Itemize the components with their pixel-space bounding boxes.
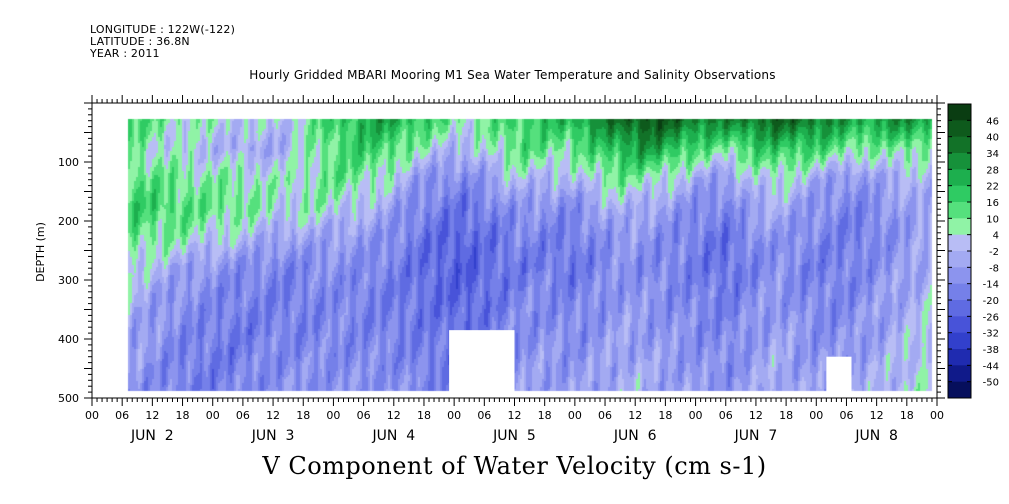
x-hour-label: 18 — [417, 409, 431, 422]
colorbar-label: 40 — [986, 133, 999, 144]
y-tick-label: 200 — [58, 215, 79, 228]
x-hour-label: 12 — [508, 409, 522, 422]
colorbar-bin — [948, 202, 971, 219]
chart-title: Hourly Gridded MBARI Mooring M1 Sea Wate… — [249, 68, 776, 82]
x-day-label: JUN 3 — [251, 428, 295, 444]
x-hour-label: 12 — [387, 409, 401, 422]
colorbar-label: -50 — [983, 378, 999, 389]
colorbar-bin — [948, 251, 971, 268]
colorbar-bin — [948, 267, 971, 285]
x-hour-label: 00 — [447, 409, 461, 422]
x-hour-label: 06 — [598, 409, 612, 422]
x-hour-label: 18 — [538, 409, 552, 422]
x-hour-label: 00 — [689, 409, 703, 422]
colorbar-label: -32 — [983, 329, 999, 340]
colorbar-label: -44 — [983, 361, 999, 372]
x-hour-label: 06 — [719, 409, 733, 422]
colorbar-label: -8 — [989, 263, 999, 274]
y-tick-label: 500 — [58, 392, 79, 405]
x-hour-label: 06 — [236, 409, 250, 422]
x-hour-label: 00 — [326, 409, 340, 422]
x-day-label: JUN 8 — [854, 428, 898, 444]
y-tick-label: 100 — [58, 156, 79, 169]
colorbar-label: 22 — [986, 182, 999, 193]
colorbar-bin — [948, 365, 971, 383]
x-day-label: JUN 6 — [613, 428, 657, 444]
y-tick-labels: 100 200 300 400 500 — [58, 156, 79, 405]
colorbar-label: -14 — [983, 280, 999, 291]
x-hour-label: 18 — [779, 409, 793, 422]
x-hour-label: 18 — [296, 409, 310, 422]
colorbar-label: 4 — [993, 231, 999, 242]
x-hour-label: 06 — [477, 409, 491, 422]
x-hour-label: 18 — [900, 409, 914, 422]
x-hour-label: 00 — [85, 409, 99, 422]
colorbar-label: 16 — [986, 198, 999, 209]
x-day-label: JUN 4 — [371, 428, 415, 444]
x-day-label: JUN 7 — [734, 428, 778, 444]
x-hour-label: 06 — [839, 409, 853, 422]
x-hour-label: 12 — [870, 409, 884, 422]
colorbar-bin — [948, 316, 971, 334]
x-hour-label: 00 — [568, 409, 582, 422]
x-hour-label: 18 — [176, 409, 190, 422]
blank-regions — [449, 330, 852, 393]
colorbar-bin — [948, 104, 971, 121]
colorbar-label: -26 — [983, 312, 999, 323]
x-hour-label: 12 — [266, 409, 280, 422]
year-label: YEAR : 2011 — [90, 47, 160, 60]
colorbar-label: 10 — [986, 214, 999, 225]
colorbar-bin — [948, 218, 971, 236]
longitude-label: LONGITUDE : 122W(-122) — [90, 23, 236, 36]
x-hour-label: 12 — [145, 409, 159, 422]
y-tick-label: 300 — [58, 274, 79, 287]
x-hour-label: 00 — [206, 409, 220, 422]
tick-marks — [84, 95, 945, 406]
x-axis-label: V Component of Water Velocity (cm s-1) — [262, 452, 767, 480]
blank-region-1 — [826, 356, 852, 393]
colorbar-bin — [948, 120, 971, 138]
colorbar-bin — [948, 381, 971, 399]
colorbar-label: -2 — [989, 247, 999, 258]
x-hour-label: 00 — [809, 409, 823, 422]
colorbar-bin — [948, 136, 971, 154]
colorbar-label: 34 — [986, 149, 999, 160]
colorbar-label: -38 — [983, 345, 999, 356]
y-axis-label: DEPTH (m) — [34, 222, 47, 282]
colorbar: 46 40 34 28 22 16 10 4 -2 -8 -14 -20 -26 -32 -38 -44 -50 — [947, 103, 999, 399]
colorbar-bin — [948, 169, 971, 187]
x-hour-label: 06 — [115, 409, 129, 422]
colorbar-bin — [948, 283, 971, 301]
latitude-label: LATITUDE : 36.8N — [90, 35, 190, 48]
colorbar-label: 28 — [986, 165, 999, 176]
blank-region-0 — [449, 330, 515, 393]
colorbar-bin — [948, 349, 971, 366]
colorbar-bin — [948, 300, 971, 317]
x-hour-label: 06 — [357, 409, 371, 422]
x-hour-label: 12 — [628, 409, 642, 422]
colorbar-bin — [948, 234, 971, 252]
x-day-label: JUN 5 — [492, 428, 536, 444]
colorbar-bin — [948, 185, 971, 203]
y-tick-label: 400 — [58, 333, 79, 346]
x-tick-labels: 00 06 12 18 00 06 12 18 00 06 12 18 00 06 12 18 00 06 12 18… — [85, 409, 944, 444]
x-hour-label: 18 — [658, 409, 672, 422]
colorbar-label: 46 — [986, 116, 999, 127]
x-hour-label: 00 — [930, 409, 944, 422]
colorbar-bin — [948, 153, 971, 170]
colorbar-bin — [948, 332, 971, 350]
x-hour-label: 12 — [749, 409, 763, 422]
x-day-label: JUN 2 — [130, 428, 174, 444]
colorbar-label: -20 — [983, 296, 999, 307]
